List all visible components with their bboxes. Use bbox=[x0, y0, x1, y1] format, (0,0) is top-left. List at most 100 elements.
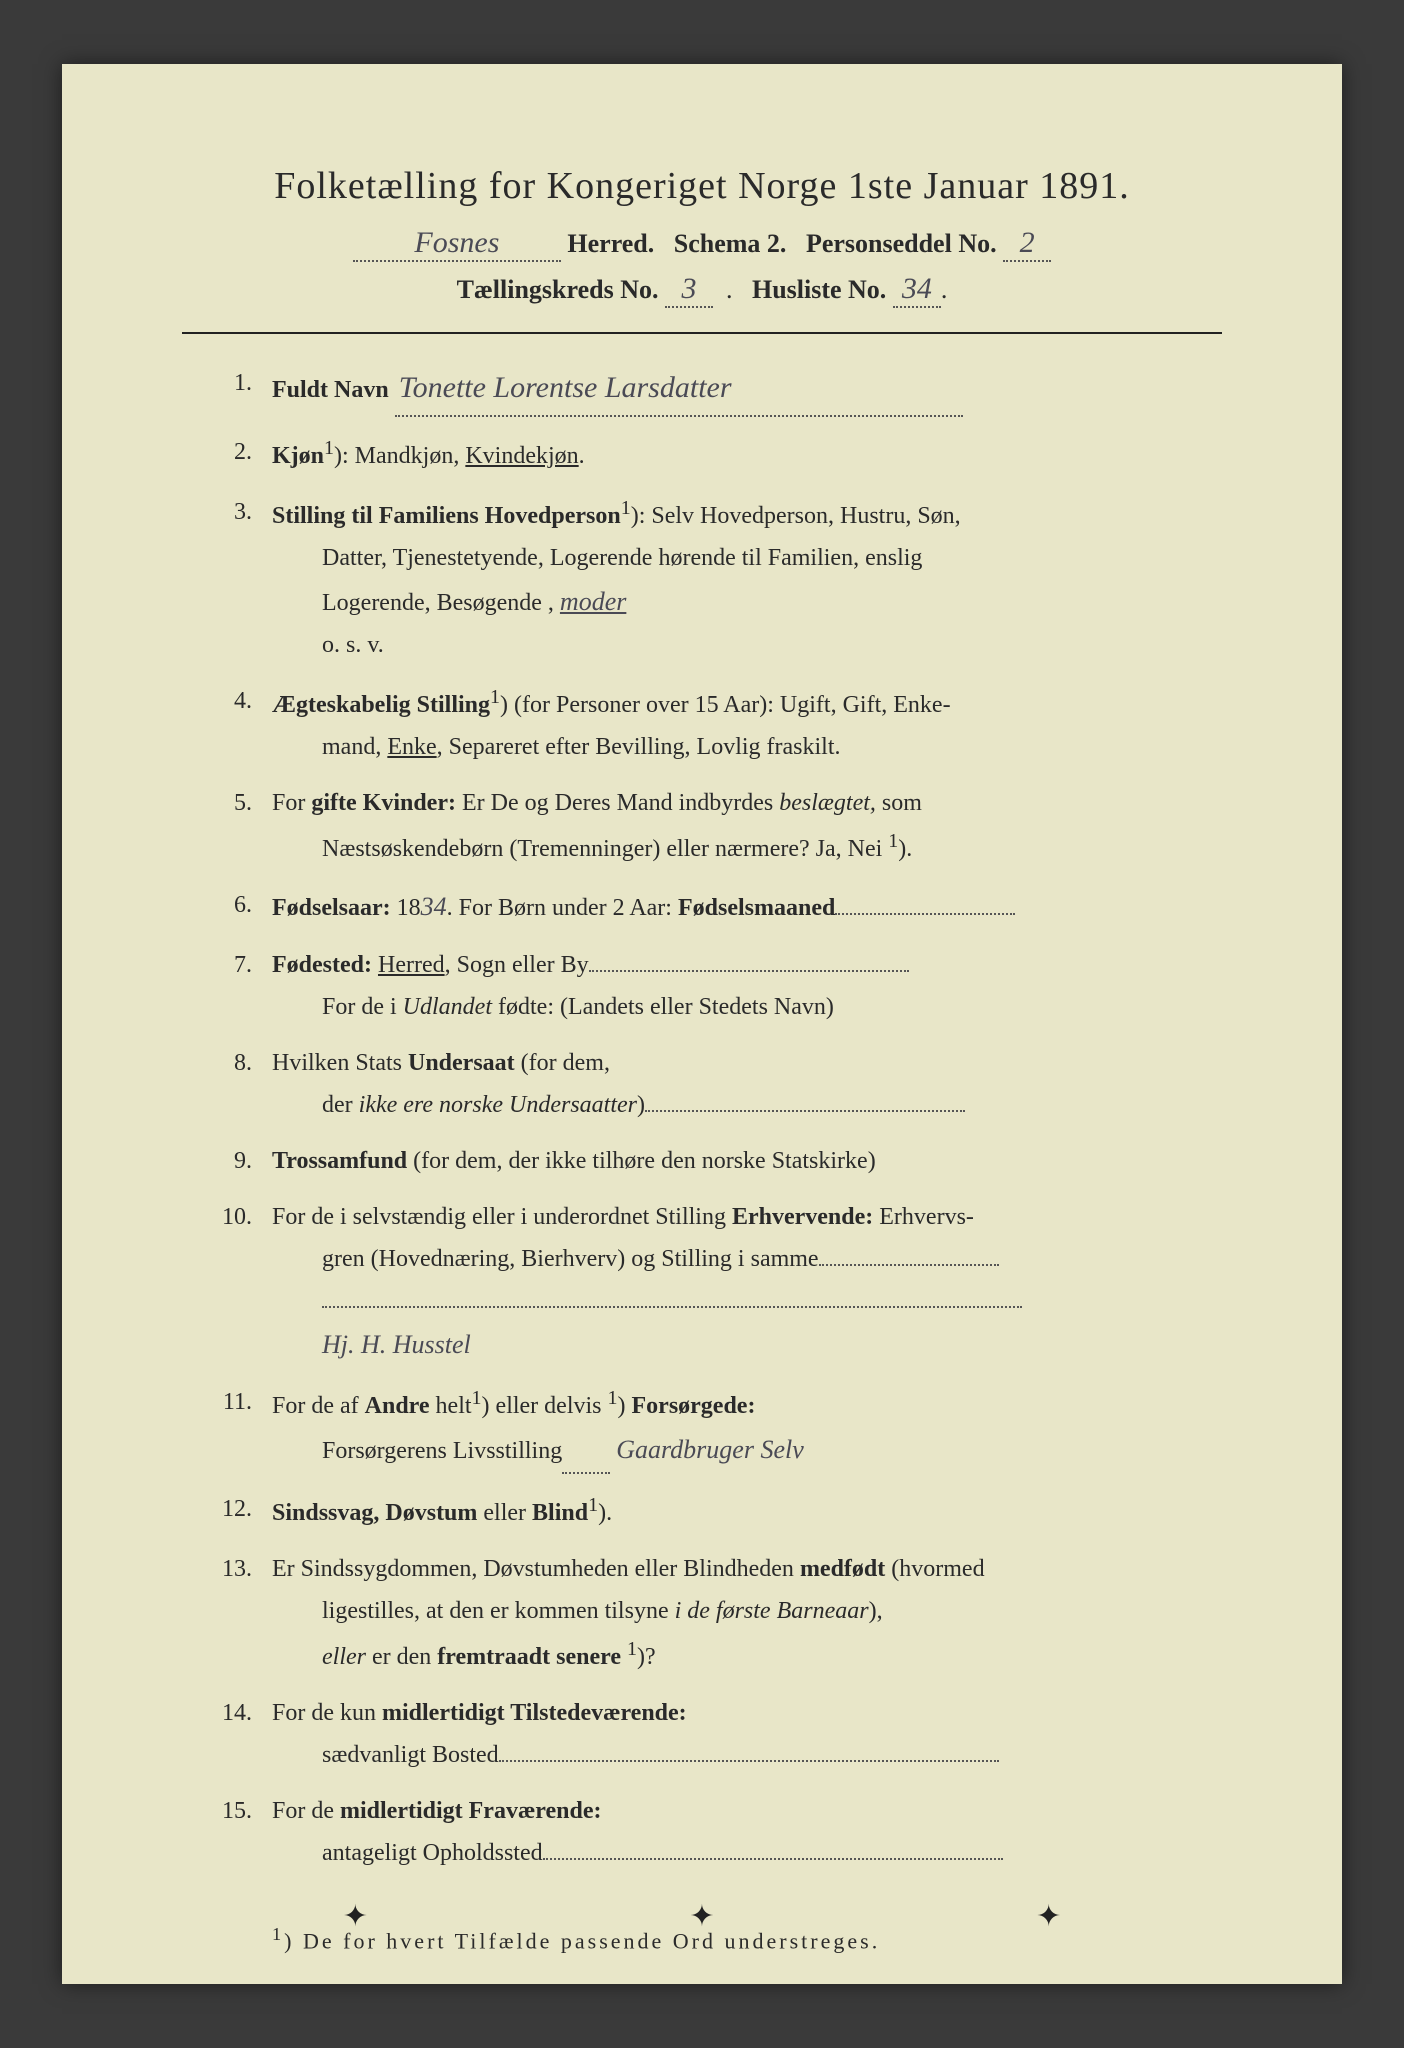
marital-selected: Enke bbox=[387, 734, 436, 760]
line2: Datter, Tjenestetyende, Logerende hørend… bbox=[272, 537, 1222, 579]
item-10: 10. For de i selvstændig eller i underor… bbox=[182, 1196, 1222, 1368]
label: Fødselsaar: bbox=[272, 895, 391, 921]
line2: gren (Hovednæring, Bierhverv) og Stillin… bbox=[272, 1238, 1222, 1280]
label1: Andre bbox=[365, 1393, 430, 1419]
line1: ): Selv Hovedperson, Hustru, Søn, bbox=[631, 503, 961, 529]
label: Kjøn bbox=[272, 443, 324, 469]
item-num: 14. bbox=[182, 1692, 272, 1776]
line3 bbox=[272, 1280, 1222, 1322]
item-13: 13. Er Sindssygdommen, Døvstumheden elle… bbox=[182, 1548, 1222, 1678]
line2: sædvanligt Bosted bbox=[272, 1734, 1222, 1776]
t1b: som bbox=[876, 790, 922, 816]
item-body: Stilling til Familiens Hovedperson1): Se… bbox=[272, 491, 1222, 667]
label: midlertidigt Tilstedeværende: bbox=[382, 1700, 687, 1726]
l2: antageligt Opholdssted bbox=[322, 1840, 543, 1866]
personseddel-label: Personseddel No. bbox=[806, 229, 997, 258]
form-items: 1. Fuldt Navn Tonette Lorentse Larsdatte… bbox=[182, 362, 1222, 1874]
label2: Blind bbox=[532, 1500, 588, 1526]
l2: Næstsøskendebørn (Tremenninger) eller næ… bbox=[322, 836, 888, 862]
l2: Forsørgerens Livsstilling bbox=[322, 1438, 562, 1464]
t3: ) eller delvis bbox=[482, 1393, 608, 1419]
label: Ægteskabelig Stilling bbox=[272, 692, 490, 718]
item-body: Fuldt Navn Tonette Lorentse Larsdatter bbox=[272, 362, 1222, 417]
dots bbox=[322, 1306, 1022, 1308]
item-1: 1. Fuldt Navn Tonette Lorentse Larsdatte… bbox=[182, 362, 1222, 417]
item-num: 2. bbox=[182, 431, 272, 477]
item-6: 6. Fødselsaar: 1834. For Børn under 2 Aa… bbox=[182, 884, 1222, 930]
label: Fødested: bbox=[272, 952, 372, 978]
inkdot-icon: ✦ bbox=[1036, 1899, 1061, 1934]
t2: helt bbox=[430, 1393, 472, 1419]
item-body: Kjøn1): Mandkjøn, Kvindekjøn. bbox=[272, 431, 1222, 477]
i2: i de første Barneaar bbox=[675, 1598, 869, 1624]
item-body: Trossamfund (for dem, der ikke tilhøre d… bbox=[272, 1140, 1222, 1182]
t1: For de af bbox=[272, 1393, 365, 1419]
item-7: 7. Fødested: Herred, Sogn eller By For d… bbox=[182, 944, 1222, 1028]
l2b: ), bbox=[869, 1598, 883, 1624]
item-num: 10. bbox=[182, 1196, 272, 1368]
text: (for dem, der ikke tilhøre den norske St… bbox=[407, 1148, 876, 1174]
dots bbox=[562, 1430, 610, 1474]
item-num: 1. bbox=[182, 362, 272, 417]
item-num: 11. bbox=[182, 1381, 272, 1474]
header-line-1: Fosnes Herred. Schema 2. Personseddel No… bbox=[182, 226, 1222, 262]
l2a: der bbox=[322, 1092, 359, 1118]
provider-hand: Gaardbruger Selv bbox=[616, 1435, 804, 1464]
t4: ) bbox=[618, 1393, 632, 1419]
line2: antageligt Opholdssted bbox=[272, 1832, 1222, 1874]
after: . bbox=[579, 443, 585, 469]
dots bbox=[645, 1110, 965, 1112]
label: Sindssvag, Døvstum bbox=[272, 1500, 477, 1526]
item-num: 13. bbox=[182, 1548, 272, 1678]
label: Fuldt Navn bbox=[272, 377, 389, 403]
ink-dots-row: ✦ ✦ ✦ bbox=[62, 1899, 1342, 1934]
t2: (for dem, bbox=[515, 1050, 610, 1076]
item-num: 9. bbox=[182, 1140, 272, 1182]
sup: 1 bbox=[888, 830, 898, 852]
label: midlertidigt Fraværende: bbox=[340, 1798, 602, 1824]
italic: ikke ere norske Undersaatter bbox=[359, 1092, 637, 1118]
horizontal-rule bbox=[182, 332, 1222, 334]
item-num: 4. bbox=[182, 680, 272, 768]
item-body: Hvilken Stats Undersaat (for dem, der ik… bbox=[272, 1042, 1222, 1126]
l2a: ligestilles, at den er kommen tilsyne bbox=[322, 1598, 675, 1624]
occupation-hand: Hj. H. Husstel bbox=[272, 1322, 1222, 1368]
birth-year: 34 bbox=[421, 892, 447, 921]
t1: Er De og Deres Mand indbyrdes bbox=[456, 790, 779, 816]
text: , Sogn eller By bbox=[445, 952, 589, 978]
item-num: 12. bbox=[182, 1488, 272, 1534]
item-2: 2. Kjøn1): Mandkjøn, Kvindekjøn. bbox=[182, 431, 1222, 477]
line3: Logerende, Besøgende , moder bbox=[272, 579, 1222, 625]
birthplace-selected: Herred bbox=[378, 952, 445, 978]
husliste-label: Husliste No. bbox=[752, 275, 886, 304]
mid: eller bbox=[477, 1500, 532, 1526]
sup: 1 bbox=[621, 497, 631, 519]
t1: Hvilken Stats bbox=[272, 1050, 408, 1076]
item-15: 15. For de midlertidigt Fraværende: anta… bbox=[182, 1790, 1222, 1874]
dots bbox=[499, 1760, 999, 1762]
l2: gren (Hovednæring, Bierhverv) og Stillin… bbox=[322, 1246, 819, 1272]
t1: For de kun bbox=[272, 1700, 382, 1726]
relation-hand: moder bbox=[560, 587, 626, 616]
item-body: Sindssvag, Døvstum eller Blind1). bbox=[272, 1488, 1222, 1534]
personseddel-no: 2 bbox=[1003, 226, 1051, 262]
i1: beslægtet, bbox=[779, 790, 876, 816]
schema-label: Schema 2. bbox=[674, 229, 787, 258]
label: Stilling til Familiens Hovedperson bbox=[272, 503, 621, 529]
s2: 1 bbox=[608, 1387, 618, 1409]
pre: For bbox=[272, 790, 311, 816]
herred-value: Fosnes bbox=[353, 226, 561, 262]
taellingskreds-label: Tællingskreds No. bbox=[457, 275, 659, 304]
label: gifte Kvinder: bbox=[311, 790, 456, 816]
husliste-no: 34 bbox=[893, 272, 941, 308]
item-num: 7. bbox=[182, 944, 272, 1028]
dots bbox=[819, 1264, 999, 1266]
l3b: er den bbox=[366, 1644, 437, 1670]
t2: (hvormed bbox=[885, 1556, 984, 1582]
after: ). bbox=[598, 1500, 612, 1526]
inkdot-icon: ✦ bbox=[343, 1899, 368, 1934]
item-body: Ægteskabelig Stilling1) (for Personer ov… bbox=[272, 680, 1222, 768]
full-name-value: Tonette Lorentse Larsdatter bbox=[395, 362, 963, 417]
item-num: 15. bbox=[182, 1790, 272, 1874]
text1: ) (for Personer over 15 Aar): Ugift, Gif… bbox=[500, 692, 951, 718]
